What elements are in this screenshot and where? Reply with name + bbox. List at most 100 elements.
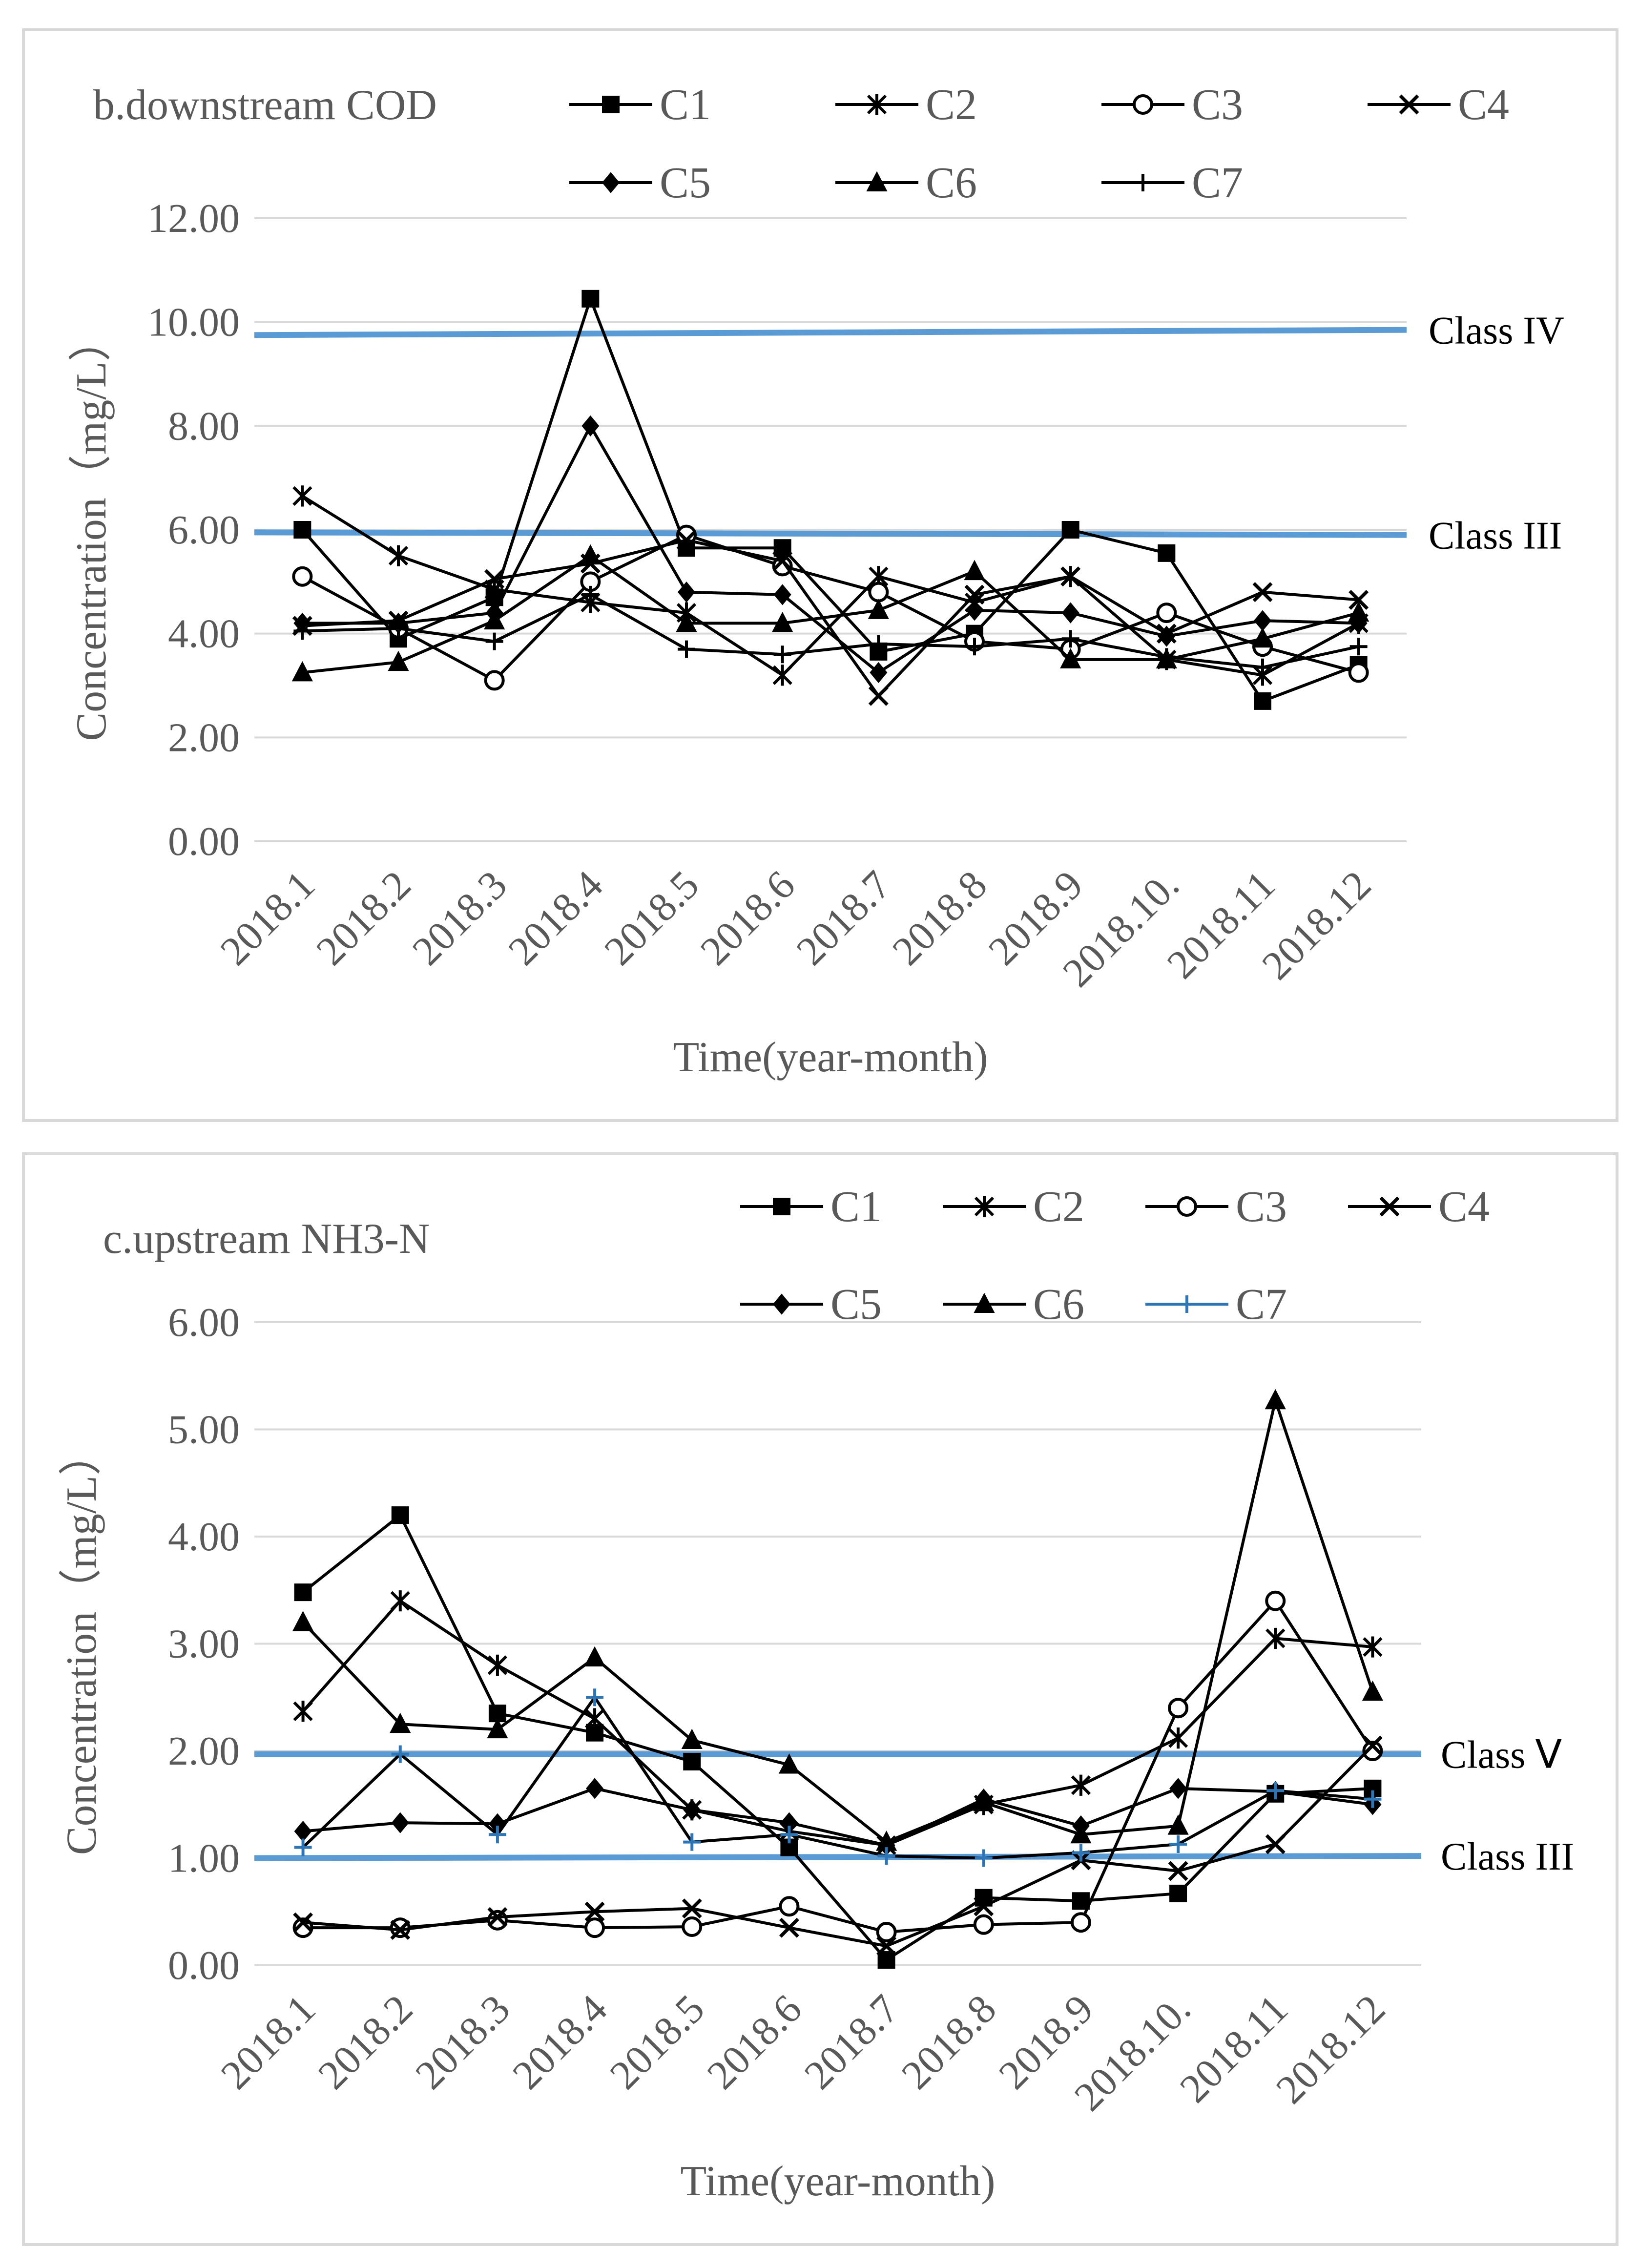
nh3n-point-c2 [1168, 1727, 1188, 1749]
cod-series-c2 [292, 485, 1369, 686]
nh3n-legend-label-c6: C6 [1033, 1280, 1084, 1329]
cod-legend-label-c4: C4 [1458, 81, 1509, 129]
nh3n-series-line-c7 [302, 1696, 1373, 1860]
cod-point-c1 [1254, 692, 1271, 710]
nh3n-point-c2 [1363, 1636, 1383, 1658]
nh3n-point-c7 [780, 1826, 798, 1844]
cod-point-c2 [772, 665, 792, 686]
nh3n-title: c.upstream NH3-N [103, 1215, 430, 1263]
nh3n-point-c4 [584, 1901, 605, 1922]
nh3n-x-tick-label: 2018.8 [893, 1986, 1005, 2098]
nh3n-point-c3 [1265, 1590, 1286, 1611]
nh3n-x-tick-label: 2018.3 [407, 1986, 519, 2098]
nh3n-legend-marker-c6 [974, 1292, 995, 1313]
nh3n-point-c6 [681, 1728, 703, 1749]
nh3n-point-c3 [682, 1916, 703, 1937]
nh3n-point-c7 [877, 1847, 895, 1865]
nh3n-series-c1 [294, 1506, 1382, 1969]
nh3n-point-c3 [584, 1917, 605, 1938]
cod-point-c1 [293, 521, 311, 539]
cod-point-c3 [1348, 662, 1369, 683]
nh3n-gridlines: 0.00 1.00 2.00 3.00 4.00 5.00 6.00 [168, 1300, 1421, 1988]
cod-point-c5 [678, 582, 695, 603]
nh3n-series-line-c4 [303, 1744, 1374, 1948]
cod-point-c4 [1060, 566, 1081, 587]
nh3n-legend-item-c3: C3 [1145, 1183, 1287, 1231]
nh3n-x-tick-label: 2018.5 [602, 1986, 713, 2098]
cod-series-line-c2 [301, 495, 1360, 677]
nh3n-legend: C1 C2 C3 C4 C5 C6 C7 [740, 1183, 1490, 1329]
cod-point-c7 [1158, 648, 1176, 666]
cod-legend-item-c3: C3 [1101, 81, 1243, 129]
nh3n-legend-item-c7: C7 [1145, 1280, 1287, 1329]
cod-legend-label-c3: C3 [1192, 81, 1243, 129]
nh3n-point-c2 [584, 1708, 605, 1729]
nh3n-point-c6 [1167, 1814, 1189, 1835]
nh3n-x-tick-label: 2018.1 [212, 1986, 324, 2098]
nh3n-point-c5 [1169, 1778, 1187, 1799]
cod-legend-item-c4: C4 [1368, 81, 1509, 129]
cod-legend-label-c2: C2 [926, 81, 977, 129]
cod-series-line-c5 [302, 424, 1359, 674]
cod-y-axis-label: Concentration（mg/L） [68, 318, 115, 741]
nh3n-point-c7 [1072, 1844, 1090, 1862]
cod-legend-marker-c3 [1133, 94, 1153, 115]
nh3n-legend-item-c2: C2 [943, 1183, 1084, 1231]
nh3n-y-tick-label: 6.00 [168, 1300, 240, 1345]
cod-legend-item-c7: C7 [1101, 159, 1243, 207]
nh3n-legend-label-c4: C4 [1438, 1183, 1490, 1231]
nh3n-point-c5 [683, 1799, 701, 1821]
chart-panel-downstream-cod: 0.00 2.00 4.00 6.00 8.00 10.00 12.00 2018.1 2018… [22, 28, 1618, 1122]
cod-y-tick-label: 10.00 [147, 300, 240, 345]
nh3n-x-tick-label: 2018.11 [1171, 1986, 1297, 2112]
nh3n-legend-label-c5: C5 [830, 1280, 882, 1329]
nh3n-point-c1 [683, 1752, 701, 1770]
nh3n-point-c6 [973, 1790, 995, 1811]
nh3n-point-c4 [1265, 1834, 1286, 1854]
cod-point-c6 [580, 544, 601, 565]
nh3n-point-c6 [292, 1611, 314, 1631]
cod-legend-item-c1: C1 [569, 81, 711, 129]
cod-series-c5 [293, 415, 1368, 684]
cod-legend-marker-c6 [866, 171, 888, 191]
nh3n-point-c4 [390, 1920, 411, 1940]
cod-legend-marker-c2 [867, 94, 887, 115]
cod-point-c4 [484, 569, 505, 589]
cod-series-line-c7 [302, 593, 1359, 669]
nh3n-point-c4 [1362, 1735, 1383, 1756]
cod-x-tick-label: 2018.8 [884, 862, 996, 974]
nh3n-point-c2 [1266, 1627, 1286, 1649]
cod-y-tick-label: 6.00 [168, 507, 240, 553]
cod-series-line-c1 [301, 297, 1359, 703]
cod-legend-marker-c4 [1399, 94, 1419, 115]
cod-point-c4 [964, 584, 985, 605]
nh3n-legend-item-c6: C6 [943, 1280, 1084, 1329]
nh3n-point-c2 [390, 1590, 410, 1612]
nh3n-legend-label-c1: C1 [830, 1183, 882, 1231]
cod-point-c1 [581, 290, 600, 308]
cod-point-c6 [291, 661, 313, 682]
cod-x-tick-label: 2018.2 [308, 862, 419, 974]
nh3n-legend-label-c3: C3 [1236, 1183, 1287, 1231]
cod-point-c7 [966, 638, 983, 656]
nh3n-point-c4 [779, 1917, 799, 1938]
nh3n-ref-label-class: Class Ⅴ [1441, 1734, 1562, 1777]
nh3n-point-c3 [487, 1910, 508, 1931]
cod-gridlines: 0.00 2.00 4.00 6.00 8.00 10.00 12.00 [147, 196, 1407, 864]
chart-upstream-nh3n: 0.00 1.00 2.00 3.00 4.00 5.00 6.00 2018.12018.2… [58, 1183, 1574, 2205]
cod-point-c3 [292, 566, 313, 587]
cod-point-c7 [581, 585, 600, 603]
nh3n-y-tick-label: 2.00 [168, 1728, 240, 1774]
nh3n-y-axis-label: Concentration（mg/L） [58, 1433, 105, 1855]
nh3n-point-c4 [974, 1896, 994, 1916]
nh3n-x-tick-label: 2018.12 [1267, 1986, 1394, 2113]
nh3n-point-c4 [1168, 1861, 1188, 1881]
nh3n-series-c7 [294, 1688, 1382, 1867]
nh3n-point-c7 [1266, 1782, 1285, 1800]
nh3n-legend-label-c2: C2 [1033, 1183, 1084, 1231]
cod-point-c4 [868, 686, 889, 706]
cod-legend-label-c7: C7 [1192, 159, 1243, 207]
nh3n-point-c7 [975, 1849, 993, 1867]
cod-series-line-c3 [301, 533, 1359, 682]
cod-point-c5 [1061, 602, 1079, 624]
